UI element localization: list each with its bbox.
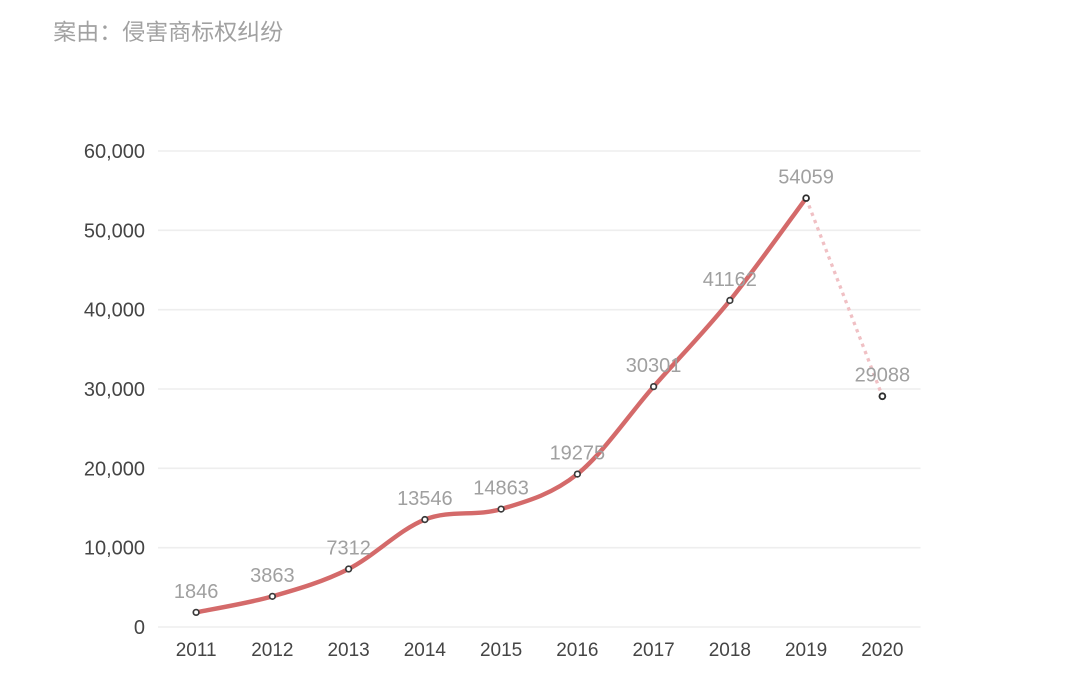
svg-text:14863: 14863 xyxy=(473,478,529,500)
svg-text:7312: 7312 xyxy=(326,537,371,559)
svg-text:3863: 3863 xyxy=(250,565,295,587)
svg-text:2016: 2016 xyxy=(556,640,598,661)
svg-text:41162: 41162 xyxy=(703,269,757,291)
svg-text:50,000: 50,000 xyxy=(84,220,145,242)
svg-text:2017: 2017 xyxy=(632,640,674,661)
svg-text:30,000: 30,000 xyxy=(84,379,145,401)
svg-text:1846: 1846 xyxy=(174,581,219,603)
svg-text:2020: 2020 xyxy=(861,640,903,661)
svg-text:2019: 2019 xyxy=(785,640,827,661)
svg-text:29088: 29088 xyxy=(855,365,911,387)
svg-text:2018: 2018 xyxy=(709,640,751,661)
svg-text:0: 0 xyxy=(134,617,145,639)
svg-text:13546: 13546 xyxy=(397,488,453,510)
svg-text:30301: 30301 xyxy=(626,355,682,377)
svg-text:2012: 2012 xyxy=(251,640,293,661)
svg-text:2014: 2014 xyxy=(404,640,447,661)
svg-text:60,000: 60,000 xyxy=(84,141,145,163)
svg-text:54059: 54059 xyxy=(778,167,834,189)
svg-text:19275: 19275 xyxy=(550,443,606,465)
svg-text:2011: 2011 xyxy=(176,640,217,661)
svg-text:10,000: 10,000 xyxy=(84,538,145,560)
svg-text:40,000: 40,000 xyxy=(84,300,145,322)
svg-text:2013: 2013 xyxy=(327,640,369,661)
svg-text:2015: 2015 xyxy=(480,640,522,661)
svg-text:20,000: 20,000 xyxy=(84,458,145,480)
